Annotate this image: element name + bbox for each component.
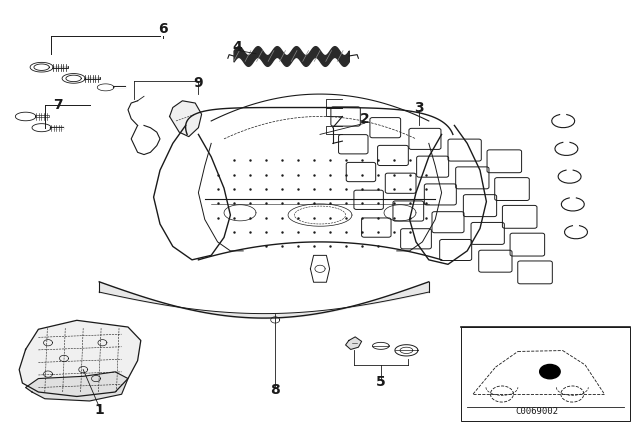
Text: 2: 2 (360, 112, 370, 126)
Polygon shape (26, 372, 128, 401)
Text: 4: 4 (232, 40, 242, 54)
Bar (461, 327, 630, 421)
Text: 6: 6 (158, 22, 168, 36)
Polygon shape (346, 337, 362, 349)
Text: 7: 7 (52, 98, 63, 112)
Text: 1: 1 (94, 403, 104, 417)
Text: 5: 5 (376, 375, 386, 389)
Text: 3: 3 (414, 100, 424, 115)
Circle shape (540, 365, 560, 379)
Polygon shape (19, 320, 141, 396)
Text: C0069002: C0069002 (516, 407, 559, 416)
Text: 9: 9 (193, 76, 204, 90)
Polygon shape (170, 101, 202, 137)
Text: 8: 8 (270, 383, 280, 397)
